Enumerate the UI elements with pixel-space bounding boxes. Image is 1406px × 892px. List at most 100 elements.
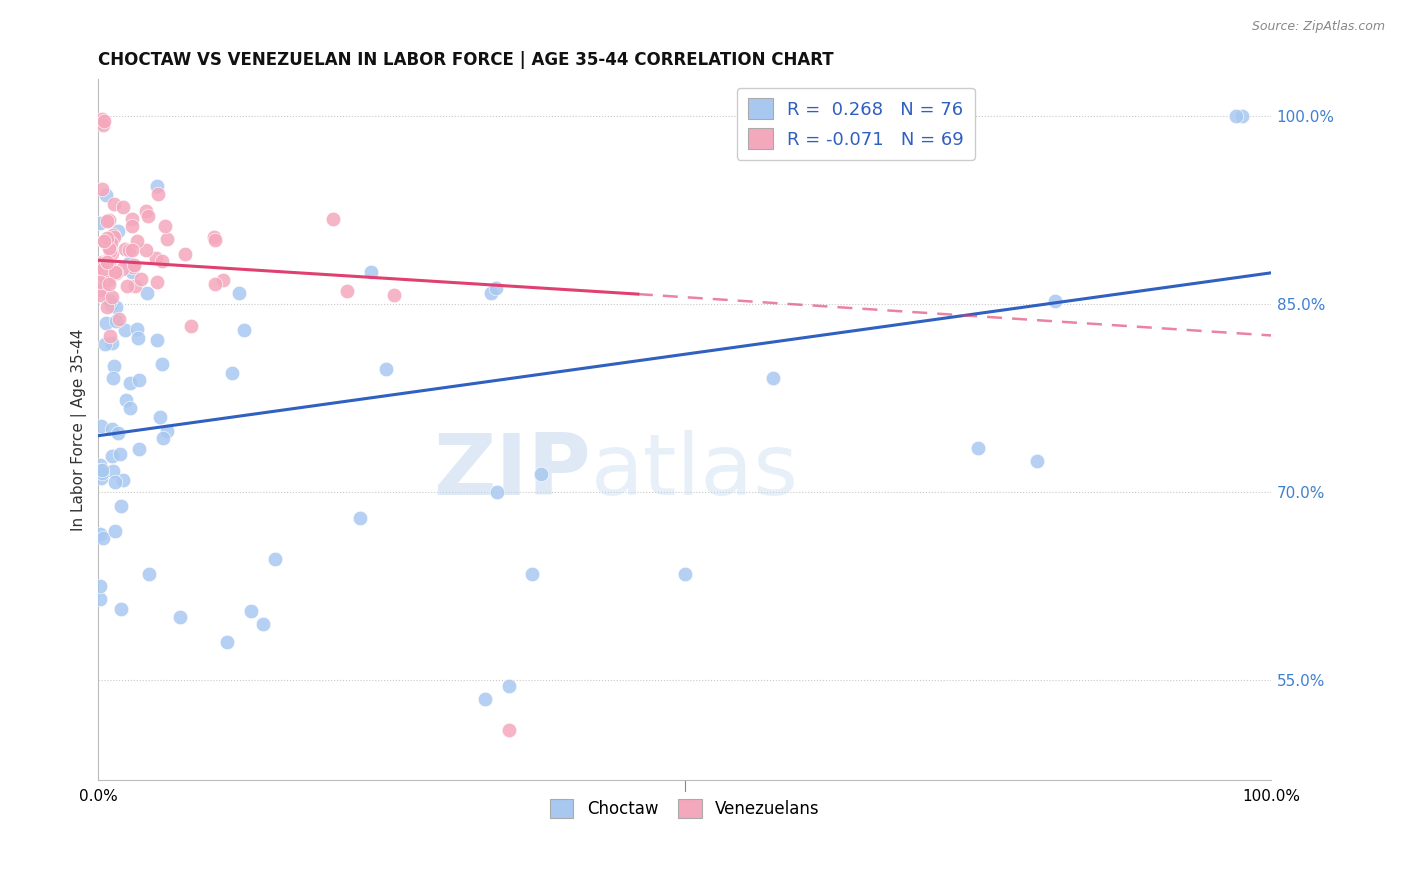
- Point: [96, 213, 118, 227]
- Point: [146, 275, 169, 289]
- Text: ZIP: ZIP: [433, 430, 591, 513]
- Point: [101, 371, 124, 385]
- Point: [91, 181, 114, 195]
- Point: [111, 200, 134, 214]
- Point: [239, 604, 262, 618]
- Point: [89, 579, 111, 593]
- Point: [118, 243, 141, 257]
- Point: [110, 601, 132, 615]
- Point: [108, 447, 131, 461]
- Point: [673, 566, 696, 581]
- Point: [110, 500, 132, 514]
- Point: [93, 234, 115, 248]
- Point: [97, 273, 120, 287]
- Point: [375, 362, 398, 376]
- Point: [124, 278, 146, 293]
- Point: [1225, 109, 1247, 123]
- Point: [252, 616, 274, 631]
- Point: [153, 219, 176, 234]
- Point: [96, 187, 118, 202]
- Point: [89, 266, 111, 280]
- Point: [91, 466, 114, 480]
- Point: [101, 449, 124, 463]
- Point: [474, 691, 496, 706]
- Point: [149, 409, 172, 424]
- Point: [131, 272, 153, 286]
- Point: [146, 333, 169, 347]
- Point: [169, 610, 191, 624]
- Point: [180, 319, 202, 334]
- Point: [105, 313, 128, 327]
- Point: [103, 359, 125, 373]
- Point: [94, 316, 117, 330]
- Point: [89, 287, 111, 301]
- Point: [146, 178, 169, 193]
- Point: [221, 366, 243, 380]
- Point: [121, 265, 143, 279]
- Point: [101, 228, 124, 243]
- Point: [90, 112, 112, 126]
- Point: [152, 431, 174, 445]
- Point: [114, 322, 136, 336]
- Point: [91, 256, 114, 270]
- Point: [91, 118, 114, 132]
- Point: [98, 294, 121, 309]
- Point: [967, 442, 990, 456]
- Point: [202, 230, 225, 244]
- Point: [103, 230, 125, 244]
- Point: [90, 471, 112, 485]
- Point: [91, 463, 114, 477]
- Text: atlas: atlas: [591, 430, 799, 513]
- Point: [124, 259, 146, 273]
- Point: [111, 262, 134, 277]
- Point: [150, 357, 173, 371]
- Point: [498, 723, 520, 738]
- Point: [217, 635, 239, 649]
- Point: [101, 246, 124, 260]
- Point: [101, 465, 124, 479]
- Point: [89, 275, 111, 289]
- Point: [1043, 294, 1066, 309]
- Y-axis label: In Labor Force | Age 35-44: In Labor Force | Age 35-44: [72, 328, 87, 531]
- Point: [174, 246, 197, 260]
- Point: [135, 286, 157, 301]
- Point: [1025, 454, 1047, 468]
- Point: [122, 260, 145, 275]
- Point: [150, 254, 173, 268]
- Point: [101, 336, 124, 351]
- Point: [322, 212, 344, 227]
- Point: [522, 566, 544, 581]
- Point: [98, 239, 121, 253]
- Point: [145, 251, 167, 265]
- Text: Source: ZipAtlas.com: Source: ZipAtlas.com: [1251, 20, 1385, 33]
- Point: [96, 301, 118, 315]
- Point: [91, 280, 114, 294]
- Point: [93, 114, 115, 128]
- Point: [120, 376, 142, 391]
- Point: [90, 115, 112, 129]
- Point: [148, 187, 170, 202]
- Text: CHOCTAW VS VENEZUELAN IN LABOR FORCE | AGE 35-44 CORRELATION CHART: CHOCTAW VS VENEZUELAN IN LABOR FORCE | A…: [98, 51, 834, 69]
- Point: [104, 475, 127, 489]
- Point: [100, 298, 122, 312]
- Point: [156, 424, 179, 438]
- Point: [104, 300, 127, 314]
- Point: [90, 419, 112, 434]
- Point: [98, 241, 121, 255]
- Point: [485, 281, 508, 295]
- Point: [89, 283, 111, 297]
- Point: [96, 231, 118, 245]
- Point: [94, 272, 117, 286]
- Point: [264, 552, 287, 566]
- Point: [228, 285, 250, 300]
- Point: [135, 204, 157, 219]
- Point: [104, 266, 127, 280]
- Point: [91, 531, 114, 545]
- Point: [117, 278, 139, 293]
- Point: [107, 224, 129, 238]
- Point: [93, 337, 115, 351]
- Point: [486, 485, 509, 500]
- Point: [89, 458, 111, 472]
- Point: [204, 234, 226, 248]
- Point: [125, 322, 148, 336]
